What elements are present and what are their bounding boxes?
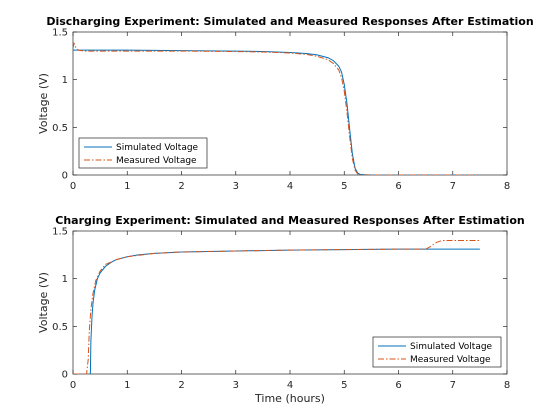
chart-title: Discharging Experiment: Simulated and Me… [46,15,533,28]
legend-entry-label: Measured Voltage [116,156,197,166]
x-tick-label: 0 [70,380,76,391]
x-tick-label: 7 [450,380,456,391]
y-tick-label: 0 [62,171,68,182]
legend-box [372,336,502,368]
x-tick-label: 4 [287,181,293,192]
x-tick-label: 7 [450,181,456,192]
series-line-measured [73,240,480,374]
chart-title: Charging Experiment: Simulated and Measu… [55,214,524,227]
x-tick-label: 0 [70,181,76,192]
x-tick-label: 1 [124,181,130,192]
x-tick-label: 8 [504,380,510,391]
legend-entry-label: Simulated Voltage [410,342,493,352]
x-tick-label: 6 [395,380,401,391]
y-tick-label: 1 [62,75,68,86]
y-tick-label: 1.5 [52,28,68,39]
chart-panel-2: Charging Experiment: Simulated and Measu… [37,214,525,405]
x-tick-label: 3 [233,380,239,391]
legend-entry-label: Measured Voltage [410,355,491,365]
legend-entry-label: Simulated Voltage [116,143,199,153]
x-tick-label: 6 [395,181,401,192]
y-tick-label: 1 [62,274,68,285]
x-tick-label: 5 [341,181,347,192]
y-tick-label: 0.5 [52,123,68,134]
x-tick-label: 3 [233,181,239,192]
x-tick-label: 1 [124,380,130,391]
x-tick-label: 2 [178,380,184,391]
legend-box [78,137,208,169]
chart-panel-1: Discharging Experiment: Simulated and Me… [37,15,534,192]
x-tick-label: 2 [178,181,184,192]
y-axis-label: Voltage (V) [37,272,50,333]
x-tick-label: 8 [504,181,510,192]
y-tick-label: 0 [62,370,68,381]
series-line-measured [73,41,480,175]
x-axis-label: Time (hours) [254,392,325,405]
legend: Simulated Voltage Measured Voltage [372,336,502,368]
y-tick-label: 1.5 [52,227,68,238]
x-tick-label: 4 [287,380,293,391]
x-tick-label: 5 [341,380,347,391]
y-tick-label: 0.5 [52,322,68,333]
legend: Simulated Voltage Measured Voltage [78,137,208,169]
y-axis-label: Voltage (V) [37,73,50,134]
